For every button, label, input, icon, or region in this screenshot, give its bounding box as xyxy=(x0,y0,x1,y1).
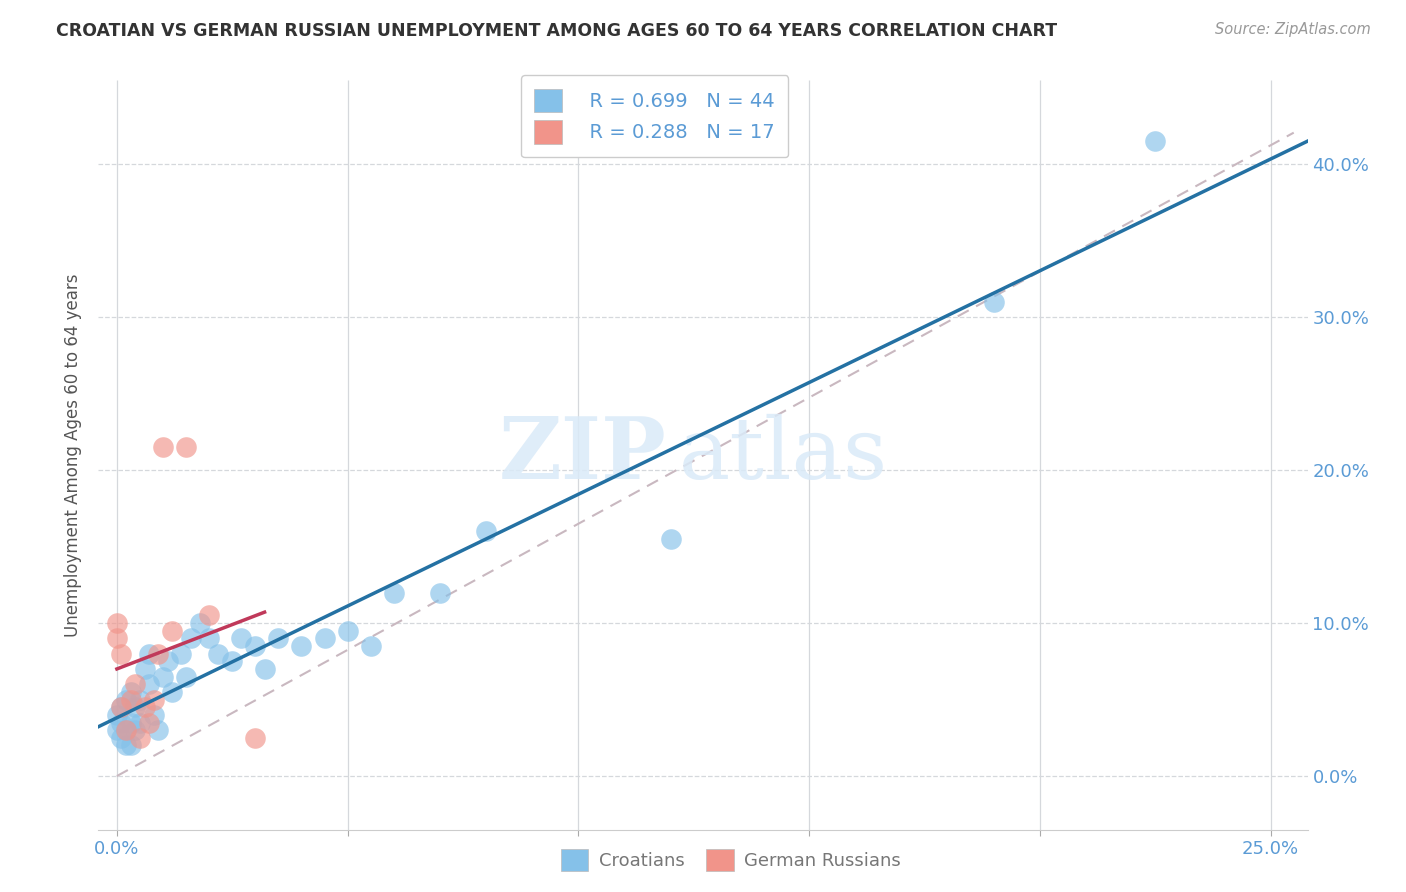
Point xyxy=(105,632,128,646)
Point xyxy=(115,739,138,753)
Point xyxy=(659,532,682,546)
Point xyxy=(120,692,142,706)
Point xyxy=(110,715,132,730)
Point xyxy=(134,662,156,676)
Point xyxy=(115,723,138,738)
Point xyxy=(110,731,132,745)
Y-axis label: Unemployment Among Ages 60 to 64 years: Unemployment Among Ages 60 to 64 years xyxy=(65,273,83,637)
Point xyxy=(360,639,382,653)
Point xyxy=(142,692,165,706)
Point xyxy=(198,632,221,646)
Point xyxy=(290,639,312,653)
Point xyxy=(142,707,165,722)
Text: ZIP: ZIP xyxy=(499,413,666,497)
Point xyxy=(129,731,152,745)
Point xyxy=(105,616,128,631)
Point xyxy=(156,654,179,668)
Point xyxy=(129,692,152,706)
Point xyxy=(429,585,451,599)
Point xyxy=(129,715,152,730)
Point xyxy=(245,731,267,745)
Point xyxy=(245,639,267,653)
Point xyxy=(138,647,160,661)
Point xyxy=(198,608,221,623)
Point xyxy=(110,700,132,714)
Point xyxy=(124,700,146,714)
Point xyxy=(148,723,170,738)
Text: CROATIAN VS GERMAN RUSSIAN UNEMPLOYMENT AMONG AGES 60 TO 64 YEARS CORRELATION CH: CROATIAN VS GERMAN RUSSIAN UNEMPLOYMENT … xyxy=(56,22,1057,40)
Point xyxy=(253,662,276,676)
Point xyxy=(115,723,138,738)
Point xyxy=(115,692,138,706)
Point xyxy=(148,647,170,661)
Point xyxy=(120,685,142,699)
Point xyxy=(188,616,211,631)
Point xyxy=(120,715,142,730)
Point xyxy=(983,295,1005,310)
Point xyxy=(134,700,156,714)
Point xyxy=(105,707,128,722)
Point xyxy=(110,700,132,714)
Point xyxy=(180,632,202,646)
Point xyxy=(138,677,160,691)
Point xyxy=(170,647,193,661)
Point xyxy=(162,685,184,699)
Point xyxy=(174,440,197,454)
Legend:   R = 0.699   N = 44,   R = 0.288   N = 17: R = 0.699 N = 44, R = 0.288 N = 17 xyxy=(520,75,789,158)
Legend: Croatians, German Russians: Croatians, German Russians xyxy=(554,842,908,879)
Point xyxy=(314,632,336,646)
Point xyxy=(120,739,142,753)
Point xyxy=(267,632,290,646)
Point xyxy=(207,647,229,661)
Point xyxy=(110,647,132,661)
Point xyxy=(162,624,184,638)
Point xyxy=(1144,135,1167,149)
Point xyxy=(124,723,146,738)
Text: atlas: atlas xyxy=(679,413,889,497)
Point xyxy=(138,715,160,730)
Point xyxy=(152,670,174,684)
Point xyxy=(336,624,359,638)
Point xyxy=(152,440,174,454)
Point xyxy=(475,524,498,539)
Point xyxy=(221,654,243,668)
Point xyxy=(231,632,253,646)
Point xyxy=(105,723,128,738)
Point xyxy=(124,677,146,691)
Point xyxy=(174,670,197,684)
Text: Source: ZipAtlas.com: Source: ZipAtlas.com xyxy=(1215,22,1371,37)
Point xyxy=(382,585,405,599)
